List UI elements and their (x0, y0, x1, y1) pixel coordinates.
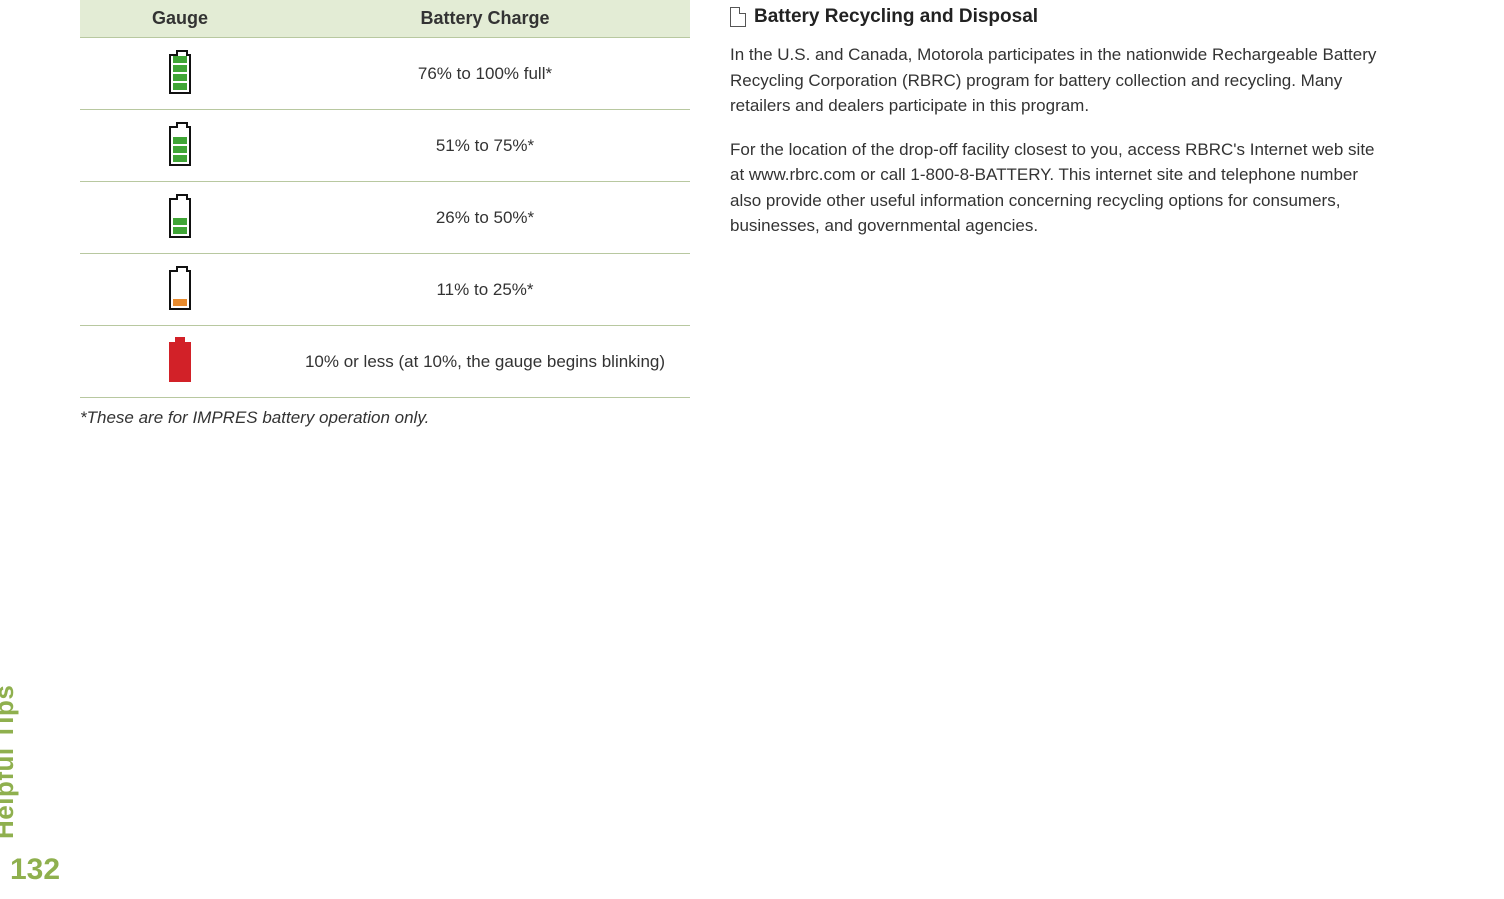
document-icon (730, 7, 746, 27)
table-row: 26% to 50%* (80, 182, 690, 254)
section-paragraph: In the U.S. and Canada, Motorola partici… (730, 42, 1380, 119)
table-row: 10% or less (at 10%, the gauge begins bl… (80, 326, 690, 398)
table-footnote: *These are for IMPRES battery operation … (80, 408, 690, 428)
table-row: 11% to 25%* (80, 254, 690, 326)
section-paragraph: For the location of the drop-off facilit… (730, 137, 1380, 239)
charge-label: 76% to 100% full* (280, 38, 690, 110)
battery-icon-3 (169, 126, 191, 166)
charge-label: 51% to 75%* (280, 110, 690, 182)
page-number: 132 (10, 853, 60, 887)
table-row: 76% to 100% full* (80, 38, 690, 110)
col-header-gauge: Gauge (80, 0, 280, 38)
charge-label: 10% or less (at 10%, the gauge begins bl… (280, 326, 690, 398)
section-title: Battery Recycling and Disposal (754, 6, 1038, 28)
table-row: 51% to 75%* (80, 110, 690, 182)
col-header-charge: Battery Charge (280, 0, 690, 38)
section-heading: Battery Recycling and Disposal (730, 6, 1380, 28)
charge-label: 26% to 50%* (280, 182, 690, 254)
battery-icon-2 (169, 198, 191, 238)
battery-icon-critical (169, 342, 191, 382)
charge-label: 11% to 25%* (280, 254, 690, 326)
battery-icon-low (169, 270, 191, 310)
side-tab-label: Helpful Tips (0, 685, 20, 839)
battery-icon-full (169, 54, 191, 94)
battery-gauge-table: Gauge Battery Charge 76% to 100% full* (80, 0, 690, 398)
